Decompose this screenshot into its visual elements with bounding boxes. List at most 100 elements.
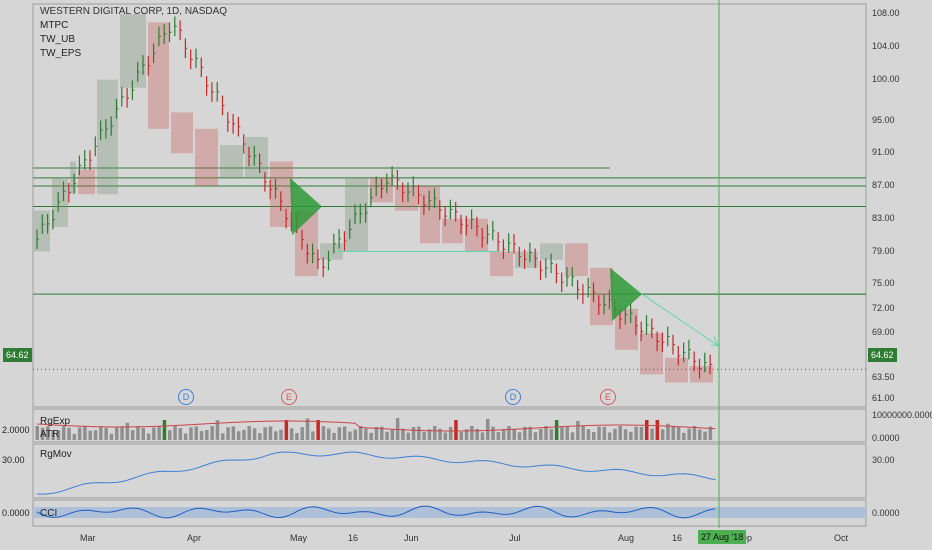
volume-bar: [470, 426, 474, 440]
range-box: [220, 145, 243, 178]
volume-bar: [263, 427, 267, 440]
volume-bar: [353, 429, 357, 440]
volume-bar: [236, 431, 241, 440]
range-box: [345, 177, 368, 252]
volume-bar: [168, 430, 172, 440]
cci-left-value: 0.0000: [2, 508, 30, 518]
indicator-rgexp[interactable]: RgExp: [40, 416, 71, 427]
price-axis-label: 91.00: [872, 147, 895, 158]
dividend-marker[interactable]: D: [505, 389, 521, 405]
range-box: [70, 161, 76, 195]
volume-bar: [178, 428, 183, 440]
indicator-atr[interactable]: ATR: [40, 429, 60, 440]
volume-bar: [183, 433, 188, 440]
price-axis-label: 63.50: [872, 372, 895, 383]
price-axis-label: 69.00: [872, 327, 895, 338]
rgmov-pane: [32, 443, 867, 499]
volume-bar: [613, 428, 617, 440]
volume-bar: [40, 427, 45, 440]
price-axis-label: 75.00: [872, 278, 895, 289]
volume-bar: [279, 429, 283, 440]
volume-bar: [512, 428, 516, 440]
volume-bar: [146, 433, 151, 440]
volume-legend: RgExp ATR: [40, 415, 70, 441]
volume-bar: [67, 427, 71, 440]
range-box: [171, 112, 193, 154]
time-axis-label: Apr: [187, 533, 202, 543]
volume-bar: [581, 426, 585, 440]
price-axis-label: 100.00: [872, 73, 900, 84]
volume-bar: [152, 427, 156, 440]
range-box: [120, 14, 146, 88]
volume-bar: [618, 426, 622, 440]
volume-bar: [194, 426, 198, 440]
volume-bar: [698, 429, 702, 440]
dividend-marker[interactable]: D: [178, 389, 194, 405]
volume-bar: [332, 432, 336, 440]
rgmov-left-value: 30.00: [2, 455, 25, 465]
indicator-rgmov[interactable]: RgMov: [40, 449, 72, 460]
volume-bar: [459, 431, 463, 440]
volume-bar: [539, 428, 543, 440]
earnings-marker[interactable]: E: [281, 389, 297, 405]
range-box: [490, 251, 513, 277]
signal-triangle: [290, 177, 322, 236]
range-box: [640, 333, 663, 375]
volume-bar: [210, 426, 214, 440]
volume-bar: [51, 430, 55, 440]
volume-bar: [570, 432, 575, 440]
volume-bar: [374, 427, 379, 440]
price-axis-label: 104.00: [872, 40, 900, 51]
range-box: [97, 79, 118, 195]
time-axis-label: 16: [672, 533, 683, 543]
volume-bar: [130, 430, 135, 440]
time-axis-label: May: [290, 533, 308, 543]
range-box: [540, 243, 563, 260]
volume-bar: [88, 430, 92, 440]
chart-legend: WESTERN DIGITAL CORP, 1D, NASDAQ MTPC TW…: [40, 5, 227, 61]
projection-arrow: [641, 293, 719, 347]
volume-bar: [655, 420, 660, 440]
volume-bar: [385, 431, 389, 440]
range-box: [320, 243, 343, 260]
volume-bar: [274, 431, 278, 440]
indicator-tw-eps[interactable]: TW_EPS: [40, 48, 82, 59]
range-box: [270, 161, 293, 227]
volume-bar: [300, 427, 304, 440]
indicator-tw-ub[interactable]: TW_UB: [40, 34, 75, 45]
volume-bar: [645, 420, 649, 440]
time-axis-label: Jun: [404, 533, 419, 543]
range-box: [195, 128, 218, 187]
earnings-marker[interactable]: E: [600, 389, 616, 405]
volume-bar: [565, 426, 569, 440]
volume-bar: [221, 433, 225, 440]
volume-bar: [56, 430, 61, 440]
volume-bar: [321, 426, 326, 440]
current-price-tag-left: 64.62: [3, 348, 32, 362]
price-pane: [32, 3, 867, 408]
indicator-mtpc[interactable]: MTPC: [40, 20, 69, 31]
volume-bar: [517, 432, 522, 440]
volume-bar: [157, 426, 161, 440]
volume-bar: [682, 432, 686, 440]
volume-axis-bottom: 0.0000: [872, 433, 900, 443]
volume-left-value: 2.0000: [2, 425, 30, 435]
volume-bar: [395, 418, 400, 440]
volume-bar: [639, 426, 644, 440]
cursor-date-badge: 27 Aug '18: [698, 530, 747, 544]
range-box: [565, 243, 588, 277]
volume-bar: [93, 430, 98, 440]
volume-bar: [242, 429, 246, 440]
time-axis-label: Jul: [509, 533, 521, 543]
volume-bar: [342, 426, 347, 440]
volume-bar: [692, 426, 697, 440]
volume-bar: [623, 429, 628, 440]
range-box: [78, 169, 95, 195]
volume-bar: [708, 426, 713, 440]
volume-bar: [46, 426, 50, 440]
volume-bar: [104, 427, 108, 440]
indicator-cci[interactable]: CCI: [40, 508, 58, 519]
volume-bar: [528, 426, 532, 440]
